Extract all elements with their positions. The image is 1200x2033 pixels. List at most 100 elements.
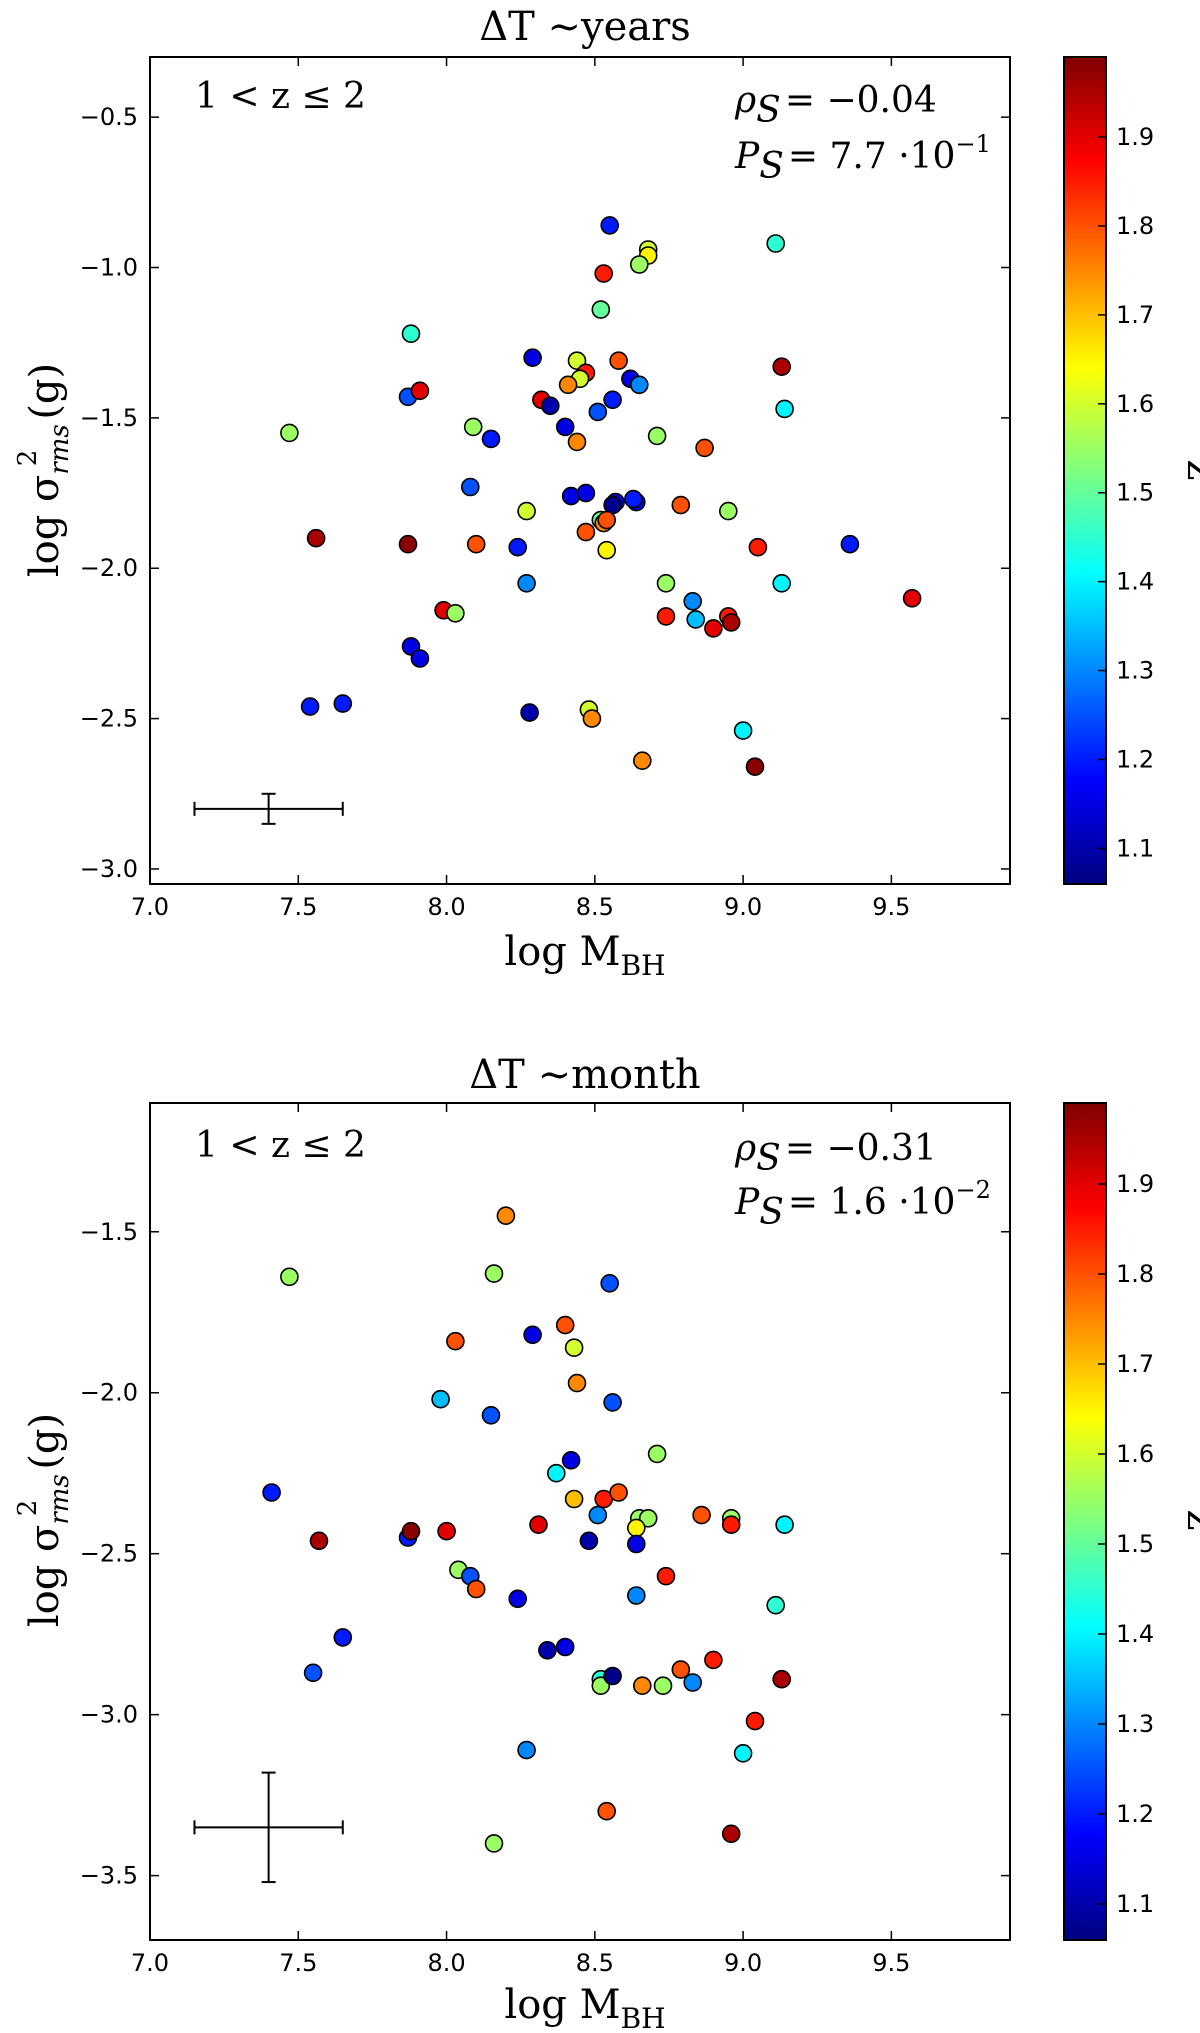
chart-title: ΔT ∼years xyxy=(479,4,691,50)
y-tick-label: −2.5 xyxy=(80,705,138,733)
data-point xyxy=(745,757,765,777)
data-point xyxy=(280,423,299,443)
data-point xyxy=(718,501,738,521)
scatter-panel-month: ΔT ∼month 1 < z ≤ 2 ρS = −0.31 PS = 1.6 ·1… xyxy=(13,1052,1200,2033)
colorbar-ticks: 1.1 1.2 1.3 1.4 1.5 1.6 1.7 1.8 1.9 xyxy=(1098,123,1154,862)
data-point xyxy=(567,432,587,452)
data-point xyxy=(508,1589,528,1609)
data-point xyxy=(766,1595,786,1615)
data-point xyxy=(632,751,652,771)
spearman-p-annotation: PS = 1.6 ·10−2 xyxy=(734,1176,991,1233)
data-point xyxy=(401,324,421,344)
colorbar-tick-label: 1.6 xyxy=(1116,1440,1154,1468)
data-point xyxy=(671,495,691,515)
y-tick-label: −0.5 xyxy=(80,103,138,131)
data-point xyxy=(398,534,418,554)
data-point xyxy=(446,1331,465,1351)
y-tick-label: −1.5 xyxy=(80,1218,138,1246)
plot-frame xyxy=(149,1102,1011,1941)
data-point xyxy=(653,1676,673,1695)
data-point xyxy=(484,1834,504,1853)
data-point xyxy=(647,1444,667,1464)
colorbar-tick-label: 1.4 xyxy=(1116,1620,1154,1648)
y-tick-label: −3.5 xyxy=(80,1862,138,1890)
data-point xyxy=(446,603,465,623)
data-point xyxy=(576,483,596,503)
y-axis-ticks: −3.5 −3.0 −2.5 −2.0 −1.5 xyxy=(80,1218,1010,1890)
y-tick-label: −2.0 xyxy=(80,1379,138,1407)
colorbar-tick-label: 1.6 xyxy=(1116,390,1154,418)
data-point xyxy=(576,522,596,542)
scatter-panel-years: ΔT ∼years 1 < z ≤ 2 ρS = −0.04 PS = 7.7 ·1… xyxy=(13,4,1200,982)
data-point xyxy=(632,1676,652,1695)
data-point xyxy=(517,1740,536,1760)
x-tick-label: 8.0 xyxy=(427,1949,465,1977)
data-point xyxy=(733,1744,753,1763)
x-tick-label: 8.0 xyxy=(427,893,465,921)
data-point xyxy=(582,709,602,728)
data-point xyxy=(597,1801,617,1821)
data-point xyxy=(594,264,614,283)
colorbar-tick-label: 1.9 xyxy=(1116,1170,1154,1198)
x-tick-label: 7.5 xyxy=(279,1949,317,1977)
x-tick-label: 8.5 xyxy=(576,1949,614,1977)
data-point xyxy=(683,1673,703,1692)
data-point xyxy=(597,540,617,560)
colorbar-ticks: 1.1 1.2 1.3 1.4 1.5 1.6 1.7 1.8 1.9 xyxy=(1098,1170,1154,1918)
redshift-range-annotation: 1 < z ≤ 2 xyxy=(195,1125,366,1166)
data-point xyxy=(692,1505,711,1525)
data-point xyxy=(555,1315,575,1335)
colorbar xyxy=(1063,1102,1107,1941)
data-point xyxy=(721,1824,741,1844)
data-point xyxy=(523,348,542,368)
data-point xyxy=(466,1579,486,1599)
colorbar-tick-label: 1.5 xyxy=(1116,479,1154,507)
data-point xyxy=(460,477,480,497)
data-point xyxy=(626,1586,646,1605)
data-point xyxy=(517,573,536,593)
data-point xyxy=(484,1264,504,1283)
data-point xyxy=(401,1521,421,1541)
data-point xyxy=(333,694,353,713)
x-tick-label: 9.0 xyxy=(724,893,762,921)
data-point xyxy=(466,534,486,554)
colorbar-label: z xyxy=(1178,1509,1200,1530)
data-point xyxy=(626,1518,646,1538)
data-point xyxy=(772,357,792,377)
data-point xyxy=(523,1325,542,1345)
data-point xyxy=(626,1534,646,1554)
plot-frame xyxy=(149,56,1011,885)
colorbar-tick-label: 1.2 xyxy=(1116,746,1154,774)
data-point xyxy=(520,703,539,722)
data-point xyxy=(555,1637,575,1657)
x-tick-label: 7.0 xyxy=(131,893,169,921)
data-point xyxy=(772,1669,792,1689)
data-point xyxy=(540,396,560,416)
data-point xyxy=(579,1531,599,1551)
data-point xyxy=(686,610,706,629)
colorbar-tick-label: 1.1 xyxy=(1116,834,1154,862)
data-point xyxy=(603,1393,622,1412)
data-point xyxy=(564,1338,584,1357)
data-point xyxy=(591,1676,611,1695)
data-point xyxy=(609,351,628,371)
data-point xyxy=(603,390,622,410)
y-tick-label: −3.0 xyxy=(80,855,138,883)
x-tick-label: 8.5 xyxy=(576,893,614,921)
data-point xyxy=(656,573,676,593)
data-point xyxy=(309,1531,329,1551)
data-point xyxy=(683,591,703,611)
data-point xyxy=(333,1628,353,1647)
data-point xyxy=(303,1663,323,1683)
data-point xyxy=(546,1463,566,1483)
data-point xyxy=(597,510,617,530)
data-point xyxy=(555,417,575,437)
data-point xyxy=(431,1389,450,1409)
data-point xyxy=(481,1406,501,1425)
data-point xyxy=(561,486,581,506)
y-tick-label: −2.5 xyxy=(80,1540,138,1568)
data-point xyxy=(481,429,501,449)
data-point xyxy=(603,1666,622,1686)
data-point xyxy=(772,573,792,593)
